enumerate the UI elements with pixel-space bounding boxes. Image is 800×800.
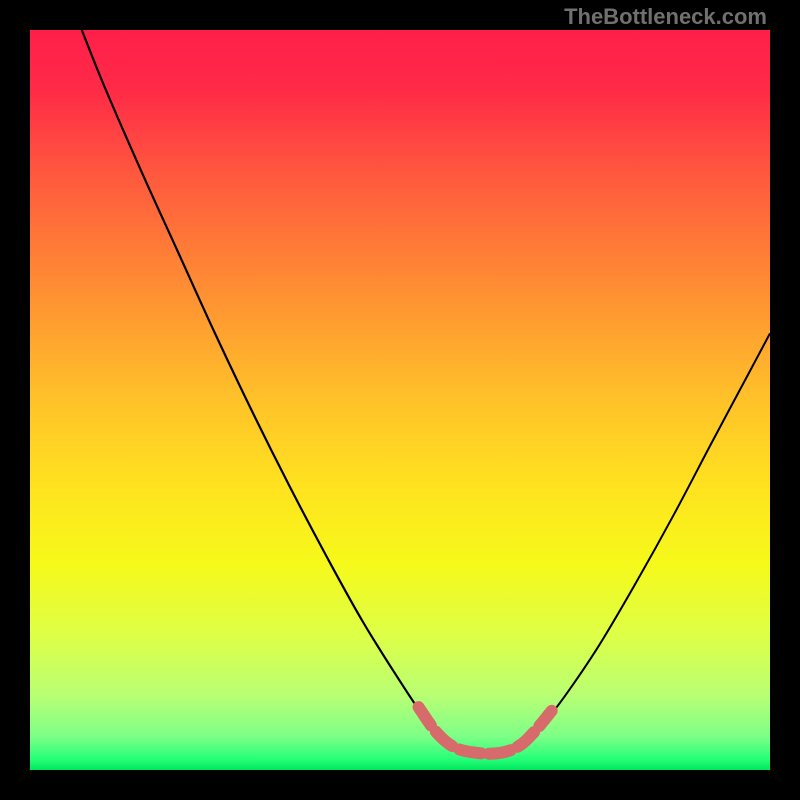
plot-area bbox=[30, 30, 770, 770]
watermark-text: TheBottleneck.com bbox=[564, 4, 767, 30]
chart-frame: TheBottleneck.com bbox=[0, 0, 800, 800]
gradient-background bbox=[30, 30, 770, 770]
bottleneck-curve-chart bbox=[30, 30, 770, 770]
